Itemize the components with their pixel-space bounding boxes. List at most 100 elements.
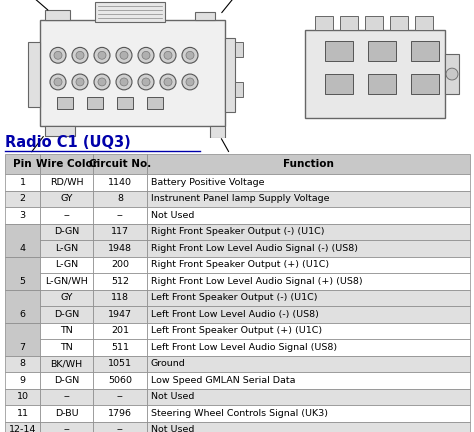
- Text: 7: 7: [19, 343, 26, 352]
- Bar: [147, 273, 470, 289]
- Text: Right Front Low Level Audio Signal (-) (US8): Right Front Low Level Audio Signal (-) (…: [151, 244, 358, 253]
- Text: Not Used: Not Used: [151, 392, 194, 401]
- Bar: [93, 405, 147, 422]
- Bar: [40, 356, 93, 372]
- Bar: [93, 372, 147, 388]
- Bar: [93, 240, 147, 257]
- Bar: [5, 289, 40, 323]
- Bar: [93, 323, 147, 339]
- Bar: [93, 339, 147, 356]
- Circle shape: [54, 78, 62, 86]
- Text: 6: 6: [19, 310, 26, 319]
- Bar: [368, 41, 396, 61]
- Text: --: --: [63, 425, 70, 432]
- Bar: [93, 289, 147, 306]
- Bar: [93, 388, 147, 405]
- Text: TN: TN: [60, 343, 73, 352]
- Text: Function: Function: [283, 159, 334, 169]
- Bar: [5, 372, 40, 388]
- Bar: [40, 372, 93, 388]
- Circle shape: [164, 78, 172, 86]
- Bar: [40, 323, 93, 339]
- Bar: [45, 127, 75, 136]
- Bar: [147, 223, 470, 240]
- Text: L-GN: L-GN: [55, 260, 78, 269]
- Text: Low Speed GMLAN Serial Data: Low Speed GMLAN Serial Data: [151, 376, 295, 385]
- Text: 8: 8: [117, 194, 123, 203]
- Bar: [5, 154, 40, 174]
- Circle shape: [160, 48, 176, 63]
- Text: 1947: 1947: [108, 310, 132, 319]
- Text: Pin: Pin: [13, 159, 32, 169]
- Bar: [28, 42, 40, 107]
- Bar: [40, 422, 93, 432]
- Circle shape: [76, 51, 84, 59]
- Circle shape: [182, 48, 198, 63]
- Bar: [87, 97, 103, 108]
- Bar: [147, 289, 470, 306]
- Text: GY: GY: [60, 293, 73, 302]
- Bar: [57, 97, 73, 108]
- Circle shape: [76, 78, 84, 86]
- Bar: [40, 388, 93, 405]
- Bar: [365, 16, 383, 30]
- Circle shape: [138, 74, 154, 90]
- Bar: [210, 127, 225, 138]
- Text: 9: 9: [19, 376, 26, 385]
- Bar: [93, 356, 147, 372]
- Bar: [147, 207, 470, 223]
- Bar: [93, 223, 147, 240]
- Text: 5: 5: [19, 277, 26, 286]
- Bar: [5, 207, 40, 223]
- Bar: [147, 405, 470, 422]
- Bar: [340, 16, 358, 30]
- Bar: [95, 2, 165, 22]
- Bar: [147, 191, 470, 207]
- Text: 10: 10: [17, 392, 28, 401]
- Text: Battery Positive Voltage: Battery Positive Voltage: [151, 178, 264, 187]
- Bar: [40, 223, 93, 240]
- Text: 12-14: 12-14: [9, 425, 36, 432]
- Text: Left Front Speaker Output (+) (U1C): Left Front Speaker Output (+) (U1C): [151, 326, 322, 335]
- Bar: [40, 289, 93, 306]
- Text: L-GN/WH: L-GN/WH: [45, 277, 88, 286]
- Text: Right Front Low Level Audio Signal (+) (US8): Right Front Low Level Audio Signal (+) (…: [151, 277, 363, 286]
- Text: Instrunent Panel lamp Supply Voltage: Instrunent Panel lamp Supply Voltage: [151, 194, 329, 203]
- FancyBboxPatch shape: [40, 20, 225, 127]
- Text: 1796: 1796: [108, 409, 132, 418]
- Text: Right Front Speaker Output (-) (U1C): Right Front Speaker Output (-) (U1C): [151, 227, 324, 236]
- Text: TN: TN: [60, 326, 73, 335]
- Bar: [5, 422, 40, 432]
- Text: L-GN: L-GN: [55, 244, 78, 253]
- Text: Circuit No.: Circuit No.: [89, 159, 151, 169]
- Text: Radio C1 (UQ3): Radio C1 (UQ3): [5, 135, 131, 150]
- Text: Left Front Speaker Output (-) (U1C): Left Front Speaker Output (-) (U1C): [151, 293, 317, 302]
- Bar: [415, 16, 433, 30]
- Bar: [325, 74, 353, 94]
- Bar: [40, 273, 93, 289]
- Text: GY: GY: [60, 194, 73, 203]
- Bar: [5, 356, 40, 372]
- Bar: [40, 174, 93, 191]
- Bar: [147, 97, 163, 108]
- Text: 4: 4: [19, 244, 26, 253]
- Bar: [195, 12, 215, 20]
- Text: Not Used: Not Used: [151, 211, 194, 220]
- Circle shape: [120, 51, 128, 59]
- Bar: [147, 240, 470, 257]
- Text: 8: 8: [229, 156, 237, 166]
- Bar: [40, 207, 93, 223]
- Bar: [368, 74, 396, 94]
- Bar: [5, 191, 40, 207]
- Bar: [93, 273, 147, 289]
- Text: Steering Wheel Controls Signal (UK3): Steering Wheel Controls Signal (UK3): [151, 409, 328, 418]
- Bar: [45, 10, 70, 20]
- Circle shape: [116, 74, 132, 90]
- Text: RD/WH: RD/WH: [50, 178, 83, 187]
- Bar: [305, 30, 445, 118]
- Circle shape: [142, 78, 150, 86]
- Text: D-GN: D-GN: [54, 310, 79, 319]
- Text: 1: 1: [19, 178, 26, 187]
- Bar: [40, 257, 93, 273]
- Bar: [147, 174, 470, 191]
